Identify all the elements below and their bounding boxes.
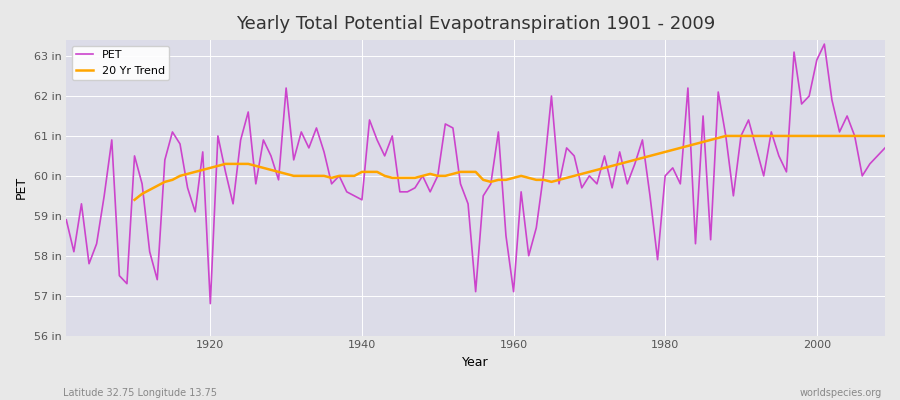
PET <box>122 281 132 286</box>
PET <box>341 190 352 194</box>
PET <box>61 217 72 222</box>
20 Yr Trend <box>303 174 314 178</box>
20 Yr Trend <box>720 134 731 138</box>
PET <box>879 146 890 150</box>
PET <box>508 289 519 294</box>
Line: PET: PET <box>67 44 885 304</box>
PET <box>516 190 526 194</box>
20 Yr Trend <box>826 134 837 138</box>
20 Yr Trend <box>129 198 140 202</box>
PET <box>296 130 307 134</box>
20 Yr Trend <box>850 134 860 138</box>
Title: Yearly Total Potential Evapotranspiration 1901 - 2009: Yearly Total Potential Evapotranspiratio… <box>236 15 716 33</box>
Line: 20 Yr Trend: 20 Yr Trend <box>134 136 885 200</box>
PET <box>205 301 216 306</box>
Text: worldspecies.org: worldspecies.org <box>800 388 882 398</box>
20 Yr Trend <box>273 170 284 174</box>
20 Yr Trend <box>576 172 587 176</box>
X-axis label: Year: Year <box>463 356 489 369</box>
Legend: PET, 20 Yr Trend: PET, 20 Yr Trend <box>72 46 169 80</box>
20 Yr Trend <box>516 174 526 178</box>
20 Yr Trend <box>879 134 890 138</box>
PET <box>819 42 830 46</box>
Text: Latitude 32.75 Longitude 13.75: Latitude 32.75 Longitude 13.75 <box>63 388 217 398</box>
Y-axis label: PET: PET <box>15 176 28 200</box>
PET <box>607 186 617 190</box>
